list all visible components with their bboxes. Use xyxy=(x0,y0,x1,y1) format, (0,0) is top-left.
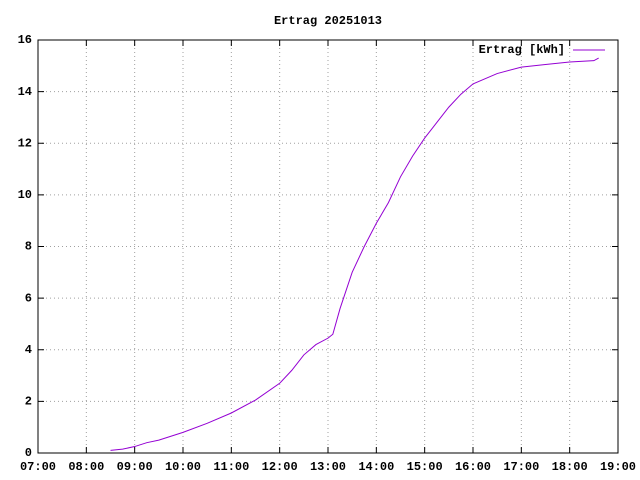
y-tick-label: 2 xyxy=(25,395,32,409)
y-tick-label: 10 xyxy=(18,188,32,202)
legend-label: Ertrag [kWh] xyxy=(479,43,565,57)
x-tick-label: 08:00 xyxy=(68,460,104,474)
x-tick-label: 19:00 xyxy=(600,460,636,474)
y-tick-label: 6 xyxy=(25,291,32,305)
y-tick-label: 12 xyxy=(18,136,32,150)
x-tick-label: 09:00 xyxy=(117,460,153,474)
x-tick-label: 14:00 xyxy=(358,460,394,474)
x-tick-label: 16:00 xyxy=(455,460,491,474)
data-line xyxy=(110,57,599,451)
x-tick-label: 18:00 xyxy=(552,460,588,474)
plot-border xyxy=(37,39,619,454)
x-tick-label: 07:00 xyxy=(20,460,56,474)
x-tick-label: 10:00 xyxy=(165,460,201,474)
y-tick-label: 0 xyxy=(25,446,32,460)
y-tick-label: 16 xyxy=(18,33,32,47)
x-tick-label: 11:00 xyxy=(213,460,249,474)
y-tick-label: 8 xyxy=(25,240,32,254)
y-tick-label: 14 xyxy=(18,85,32,99)
x-tick-label: 12:00 xyxy=(262,460,298,474)
x-tick-label: 17:00 xyxy=(503,460,539,474)
y-tick-label: 4 xyxy=(25,343,32,357)
x-tick-label: 15:00 xyxy=(407,460,443,474)
chart-title: Ertrag 20251013 xyxy=(274,14,382,28)
x-tick-label: 13:00 xyxy=(310,460,346,474)
